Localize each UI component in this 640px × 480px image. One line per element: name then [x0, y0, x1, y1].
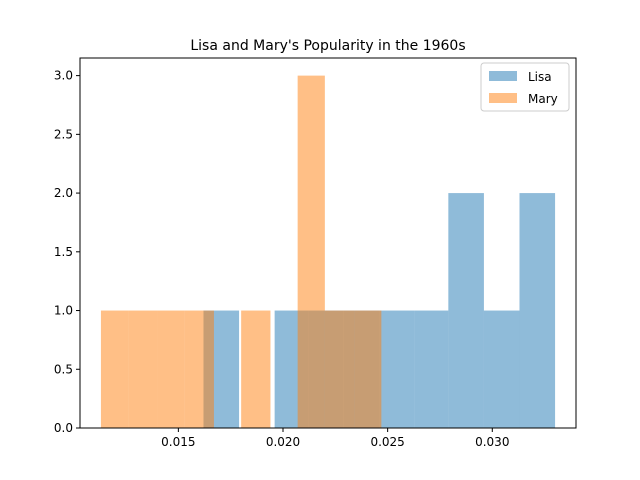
y-tick-label: 1.5: [54, 245, 73, 259]
bar-mary-2: [157, 311, 184, 428]
x-tick-label: 0.025: [370, 435, 404, 449]
legend: Lisa Mary: [481, 63, 569, 111]
bar-mary-8: [325, 311, 354, 428]
y-axis: 0.0 0.5 1.0 1.5 2.0 2.5 3.0: [54, 69, 80, 435]
bar-lisa-8: [484, 311, 520, 428]
y-tick-label: 2.5: [54, 127, 73, 141]
x-axis: 0.015 0.020 0.025 0.030: [161, 428, 509, 449]
bar-mary-7: [298, 76, 325, 428]
y-tick-label: 1.0: [54, 304, 73, 318]
y-tick-label: 0.0: [54, 421, 73, 435]
bar-mary-5: [241, 311, 270, 428]
bar-lisa-6: [415, 311, 448, 428]
bar-mary-0: [101, 311, 128, 428]
y-tick-label: 3.0: [54, 69, 73, 83]
bar-mary-9: [354, 311, 381, 428]
bar-mary-1: [128, 311, 157, 428]
legend-swatch-lisa: [489, 71, 517, 81]
chart-title: Lisa and Mary's Popularity in the 1960s: [190, 38, 465, 54]
bar-lisa-5: [379, 311, 415, 428]
y-tick-label: 0.5: [54, 362, 73, 376]
bars-layer: [101, 76, 555, 428]
bar-lisa-7: [448, 193, 484, 428]
x-tick-label: 0.020: [266, 435, 300, 449]
bar-lisa-9: [519, 193, 555, 428]
y-tick-label: 2.0: [54, 186, 73, 200]
bar-mary-3: [185, 311, 214, 428]
x-tick-label: 0.015: [161, 435, 195, 449]
legend-label-mary: Mary: [528, 92, 558, 106]
legend-label-lisa: Lisa: [528, 70, 552, 84]
legend-swatch-mary: [489, 93, 517, 103]
x-tick-label: 0.030: [475, 435, 509, 449]
